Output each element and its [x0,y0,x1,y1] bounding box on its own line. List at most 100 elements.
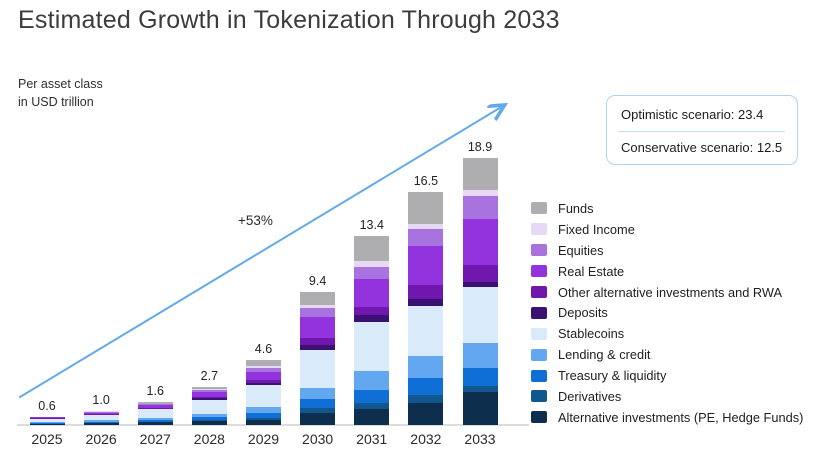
bar-segment [246,413,281,419]
bar-segment [246,420,281,425]
bar-segment [137,420,173,422]
bar-segment [354,409,390,425]
bar-total-label: 1.0 [92,392,110,407]
bar-segment [191,417,227,420]
bar-segment [137,405,173,408]
bar-segment [354,235,390,262]
legend-item: Derivatives [531,386,803,407]
stacked-bar-2025 [29,416,65,425]
legend-swatch-icon [531,369,547,382]
bar-segment [191,389,227,391]
bar-segment [462,386,498,393]
bar-segment [354,403,390,410]
bar-segment [408,223,444,230]
bar-segment [191,398,227,400]
bar-segment [408,285,444,299]
legend-item: Stablecoins [531,323,803,344]
bar-segment [83,412,119,415]
legend-item: Treasury & liquidity [531,365,803,386]
bar-segment [83,415,119,421]
bar-segment [462,157,498,191]
legend-item-label: Alternative investments (PE, Hedge Funds… [558,409,804,425]
legend-swatch-icon [531,244,547,257]
stacked-bar-2032 [408,191,444,425]
legend-item-label: Derivatives [558,388,622,404]
bar-segment [83,410,119,412]
bar-segment [408,378,444,396]
legend-item-label: Other alternative investments and RWA [558,284,783,300]
bar-segment [300,317,336,338]
legend-item-label: Treasury & liquidity [558,368,667,384]
legend-item: Funds [531,198,803,219]
bar-segment [354,267,390,280]
legend-item-label: Equities [558,242,604,258]
bar-total-label: 16.5 [413,173,439,188]
legend-item-label: Funds [558,200,594,216]
bar-total-label: 13.4 [359,217,384,232]
axis-units-note-line2: in USD trillion [18,94,94,109]
legend-item-label: Fixed Income [558,221,635,237]
legend-swatch-icon [531,223,547,236]
scenario-divider [619,131,785,132]
x-axis-tick-label: 2032 [410,431,442,447]
legend-item: Other alternative investments and RWA [531,282,803,303]
bar-segment [246,383,281,385]
bar-segment [191,390,227,393]
scenario-callout-box: Optimistic scenario: 23.4 Conservative s… [606,95,798,165]
stacked-bar-2029 [246,360,281,425]
bar-segment [191,399,227,414]
bar-segment [462,219,498,265]
bar-segment [300,350,336,388]
bar-segment [462,190,498,197]
bar-segment [246,406,281,414]
bar-segment [246,384,281,407]
bar-segment [137,408,173,410]
legend-swatch-icon [531,202,547,215]
bar-segment [354,307,390,316]
bar-total-label: 4.6 [254,342,273,356]
legend-swatch-icon [531,348,547,361]
bar-segment [300,408,336,413]
conservative-scenario-text: Conservative scenario: 12.5 [621,140,783,155]
legend-item-label: Lending & credit [558,347,651,363]
bar-segment [300,387,336,400]
bar-segment [462,392,498,425]
legend-item-label: Stablecoins [558,326,625,342]
bar-segment [462,264,498,282]
legend-swatch-icon [531,265,547,278]
bar-segment [29,423,65,425]
bar-segment [137,421,173,423]
bar-segment [246,366,281,369]
bar-segment [462,367,498,387]
bar-segment [462,286,498,344]
legend-swatch-icon [531,327,547,340]
bar-segment [246,360,281,367]
bar-segment [462,281,498,287]
bar-segment [191,396,227,399]
bar-segment [246,418,281,421]
bar-segment [29,417,65,419]
x-axis-tick-label: 2027 [139,431,171,447]
bar-segment [354,279,390,307]
bar-total-label: 18.9 [467,139,493,154]
bar-segment [354,371,390,391]
bar-segment [137,409,173,418]
x-axis-tick-label: 2033 [464,431,496,447]
bar-segment [462,196,498,220]
bar-segment [29,419,65,422]
stacked-bar-2031 [354,235,390,425]
bar-segment [137,402,173,404]
bar-segment [191,421,227,425]
bar-segment [29,422,65,424]
legend-item-label: Real Estate [558,263,625,279]
x-axis-tick-label: 2028 [193,431,225,447]
bar-segment [83,420,119,422]
bar-segment [191,413,227,418]
bar-segment [137,422,173,425]
bar-segment [83,422,119,424]
legend-swatch-icon [531,306,547,319]
bar-segment [300,307,336,318]
bar-segment [137,403,173,405]
bar-segment [191,392,227,397]
